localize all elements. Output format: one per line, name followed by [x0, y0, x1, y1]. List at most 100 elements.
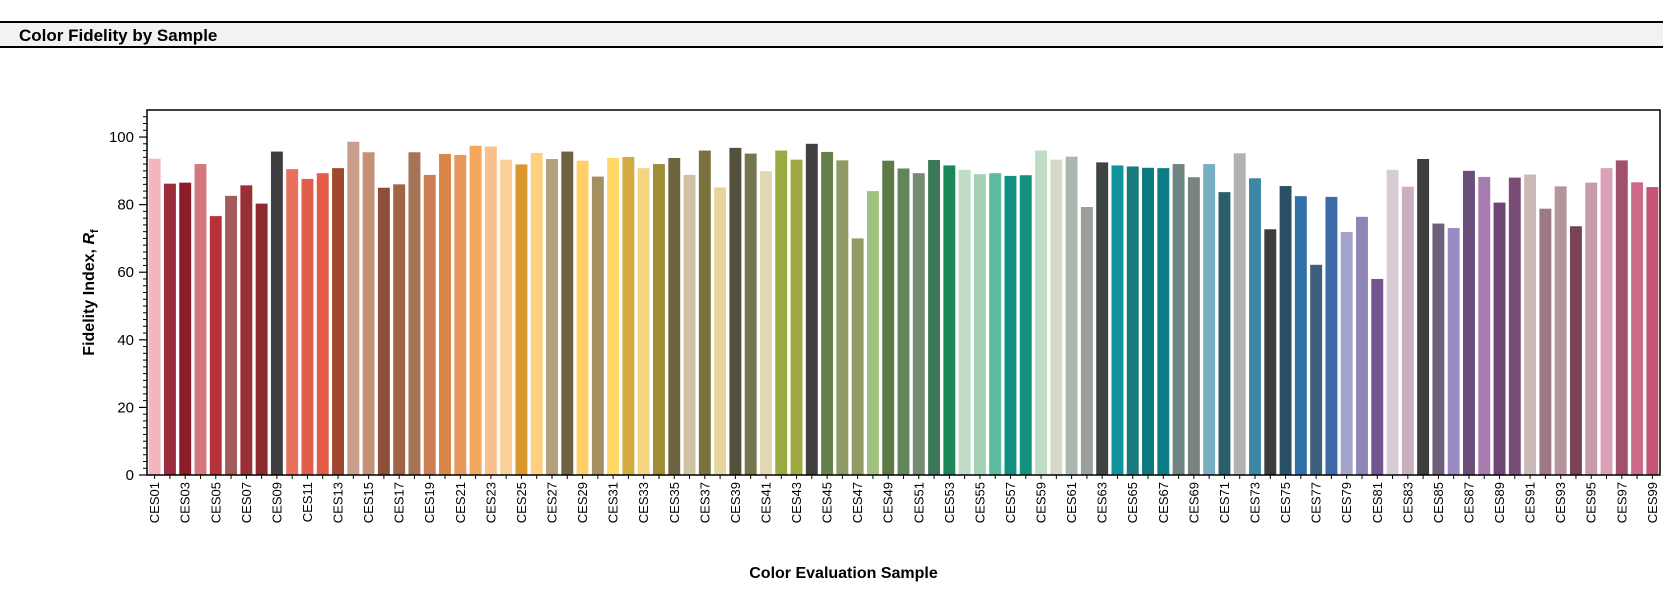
bar-ces99: [1646, 187, 1659, 475]
bar-ces05: [209, 216, 222, 475]
x-tick-label: CES17: [392, 482, 407, 523]
bar-ces69: [1187, 177, 1200, 475]
bar-ces03: [179, 182, 192, 475]
bar-ces97: [1615, 160, 1628, 476]
bar-ces64: [1111, 165, 1124, 475]
x-tick-label: CES11: [300, 482, 315, 522]
x-tick-label: CES89: [1492, 482, 1507, 523]
bar-ces10: [286, 169, 299, 475]
bar-ces68: [1172, 164, 1185, 475]
bar-ces32: [622, 156, 635, 476]
bar-ces73: [1249, 178, 1261, 475]
x-tick-label: CES77: [1309, 482, 1324, 523]
x-tick-label: CES29: [575, 482, 590, 523]
x-tick-label: CES53: [942, 482, 957, 523]
bar-ces55: [973, 174, 986, 475]
bar-ces94: [1569, 226, 1582, 475]
bar-ces41: [759, 171, 772, 476]
x-tick-label: CES43: [789, 482, 804, 523]
bar-ces96: [1600, 168, 1613, 475]
x-tick-label: CES95: [1584, 482, 1599, 523]
bar-ces95: [1585, 182, 1598, 475]
bar-ces57: [1004, 175, 1017, 475]
bar-ces20: [439, 153, 451, 475]
x-tick-label: CES33: [636, 482, 651, 523]
x-tick-label: CES07: [239, 482, 254, 523]
bar-ces33: [637, 168, 650, 475]
bar-ces61: [1065, 156, 1078, 475]
bar-ces16: [377, 187, 390, 476]
bar-ces44: [805, 143, 818, 476]
y-axis-title-subscript: f: [89, 229, 101, 233]
bar-ces04: [194, 164, 207, 475]
x-tick-label: CES03: [178, 482, 193, 523]
bar-ces92: [1539, 208, 1552, 475]
x-tick-label: CES67: [1156, 482, 1171, 523]
x-tick-label: CES25: [514, 482, 529, 523]
x-tick-label: CES87: [1461, 482, 1476, 523]
x-tick-label: CES51: [911, 482, 926, 523]
bar-ces42: [775, 150, 788, 475]
bar-ces11: [301, 178, 314, 475]
x-tick-label: CES59: [1034, 482, 1049, 523]
bar-ces72: [1233, 153, 1246, 475]
bar-ces13: [332, 168, 344, 475]
bar-ces24: [500, 159, 513, 475]
bar-ces14: [347, 141, 360, 475]
x-tick-label: CES13: [331, 482, 346, 523]
bar-ces86: [1447, 227, 1460, 475]
bar-ces80: [1356, 216, 1368, 476]
bar-ces43: [790, 159, 803, 475]
bar-ces15: [362, 152, 375, 475]
bar-ces30: [591, 176, 604, 475]
x-tick-label: CES55: [972, 482, 987, 523]
x-tick-label: CES37: [697, 482, 712, 523]
bar-ces90: [1508, 177, 1521, 475]
bar-ces67: [1157, 168, 1170, 475]
bar-ces01: [148, 158, 161, 476]
x-tick-label: CES63: [1095, 482, 1110, 523]
y-tick-label: 100: [109, 129, 134, 146]
bar-ces79: [1340, 232, 1353, 475]
x-tick-label: CES73: [1248, 482, 1263, 523]
bars-group: [148, 141, 1659, 476]
bar-ces35: [668, 157, 681, 476]
bar-ces07: [240, 185, 253, 475]
bar-ces88: [1478, 176, 1491, 476]
bar-ces60: [1050, 159, 1063, 475]
bar-ces29: [576, 160, 589, 475]
x-tick-label: CES81: [1370, 482, 1385, 523]
x-axis: CES01 CES03 CES05 CES07 CES09 CES11 CES13 CES15…: [147, 475, 1660, 523]
bar-ces06: [225, 195, 238, 475]
bar-ces93: [1554, 186, 1567, 475]
bar-ces98: [1631, 182, 1644, 475]
bar-ces17: [393, 184, 406, 475]
x-tick-label: CES19: [422, 482, 437, 523]
y-axis-title-symbol: R: [81, 233, 98, 245]
bar-ces47: [851, 238, 864, 475]
bar-ces48: [866, 191, 879, 476]
bar-ces71: [1218, 192, 1231, 476]
x-axis-title: Color Evaluation Sample: [749, 565, 938, 582]
bar-ces22: [469, 145, 482, 475]
x-tick-label: CES61: [1064, 482, 1079, 523]
x-tick-label: CES79: [1339, 482, 1354, 523]
x-tick-label: CES99: [1645, 482, 1660, 523]
x-tick-label: CES45: [820, 482, 835, 523]
bar-ces28: [561, 151, 574, 475]
x-tick-label: CES39: [728, 482, 743, 523]
x-tick-label: CES09: [269, 482, 284, 523]
bar-ces50: [897, 168, 910, 475]
bar-ces49: [882, 160, 895, 475]
bar-ces65: [1126, 166, 1139, 475]
x-tick-label: CES49: [881, 482, 896, 523]
bar-ces66: [1142, 167, 1154, 476]
bar-ces82: [1386, 169, 1399, 475]
bar-ces51: [912, 173, 925, 475]
bar-ces59: [1035, 150, 1048, 475]
x-tick-label: CES27: [544, 482, 559, 523]
bar-ces21: [454, 154, 467, 475]
y-tick-label: 0: [126, 467, 134, 484]
bar-ces23: [484, 146, 497, 475]
bar-ces26: [530, 152, 543, 476]
